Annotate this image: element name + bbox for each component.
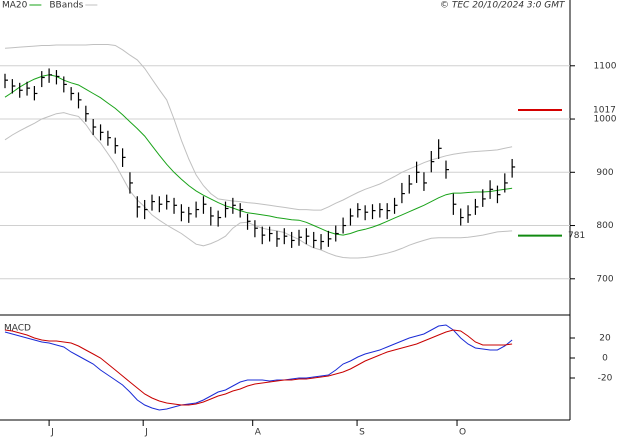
y-tick-label: 900 bbox=[596, 168, 613, 178]
legend-label: MA20 bbox=[2, 1, 28, 11]
y-tick-label: 0 bbox=[602, 354, 608, 364]
level-label: 1017 bbox=[593, 105, 616, 115]
y-tick-label: 20 bbox=[599, 334, 611, 344]
frame bbox=[0, 0, 571, 421]
panel-title: MACD bbox=[4, 324, 31, 334]
x-tick-label: S bbox=[359, 428, 365, 438]
ma-line bbox=[4, 74, 513, 236]
y-tick-label: 800 bbox=[596, 221, 613, 231]
copyright: © TEC 20/10/2024 3:0 GMT bbox=[440, 1, 566, 11]
indicator-line bbox=[4, 324, 513, 411]
y-tick-label: 1100 bbox=[594, 61, 617, 71]
x-tick-label: O bbox=[459, 428, 466, 438]
band-line bbox=[4, 44, 513, 211]
x-tick-label: J bbox=[144, 428, 148, 438]
y-tick-label: 1000 bbox=[594, 115, 617, 125]
y-tick-label: -20 bbox=[598, 374, 613, 384]
level-label: 781 bbox=[568, 231, 585, 241]
x-tick-label: A bbox=[255, 428, 262, 438]
legend-label: BBands bbox=[49, 1, 83, 11]
indicator-line bbox=[4, 329, 513, 406]
band-line bbox=[4, 112, 513, 259]
x-tick-label: J bbox=[50, 428, 54, 438]
y-tick-label: 700 bbox=[596, 274, 613, 284]
